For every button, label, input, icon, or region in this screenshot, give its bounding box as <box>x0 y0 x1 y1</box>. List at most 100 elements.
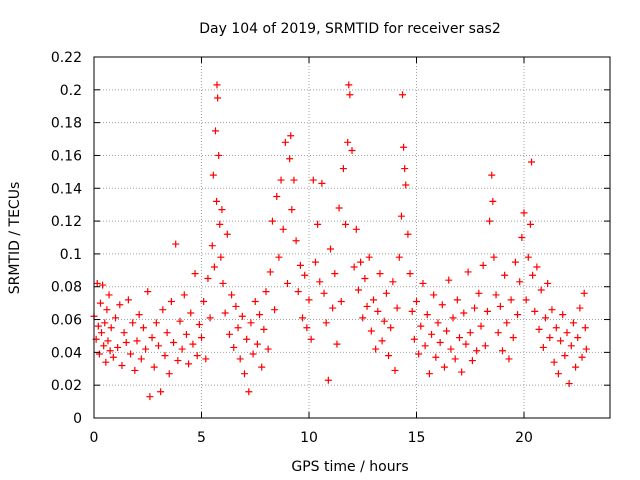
data-point <box>489 197 497 205</box>
data-point <box>279 225 287 233</box>
data-point <box>208 242 216 250</box>
data-point <box>395 253 403 261</box>
data-point <box>112 314 119 322</box>
data-point <box>458 368 466 376</box>
data-point <box>258 363 266 371</box>
data-point <box>473 347 481 355</box>
data-point <box>139 324 147 332</box>
data-point <box>124 296 132 304</box>
data-point <box>361 275 369 283</box>
data-point <box>385 352 393 360</box>
data-point <box>578 353 586 361</box>
x-tick-label: 10 <box>300 430 318 446</box>
data-point <box>236 355 244 363</box>
data-point <box>402 181 410 189</box>
data-point <box>370 296 377 304</box>
data-point <box>528 158 536 166</box>
data-point <box>354 286 362 294</box>
data-point <box>152 319 160 327</box>
data-point <box>241 370 248 378</box>
data-point <box>142 345 150 353</box>
data-point <box>546 334 554 342</box>
data-point <box>408 307 416 315</box>
data-point <box>234 324 242 332</box>
data-point <box>432 353 440 361</box>
data-point <box>260 325 268 333</box>
data-point <box>99 281 107 289</box>
data-point <box>561 352 569 360</box>
data-point <box>316 278 324 286</box>
data-point <box>309 176 317 184</box>
x-tick-label: 15 <box>408 430 426 446</box>
data-point <box>281 138 289 146</box>
data-point <box>413 297 420 305</box>
data-point <box>284 279 291 287</box>
data-point <box>486 217 494 225</box>
x-axis-label: GPS time / hours <box>291 459 408 475</box>
data-point <box>262 288 270 296</box>
data-point <box>344 138 352 146</box>
data-point <box>488 171 496 179</box>
data-point <box>399 91 407 99</box>
data-point <box>225 330 233 338</box>
data-point <box>401 165 409 173</box>
data-point <box>93 279 101 287</box>
data-point <box>490 253 498 261</box>
data-point <box>228 291 236 299</box>
data-point <box>569 319 577 327</box>
data-point <box>348 147 356 155</box>
data-point <box>165 370 173 378</box>
data-point <box>101 319 109 327</box>
grid-layer <box>94 57 610 418</box>
y-tick-label: 0.16 <box>51 148 82 164</box>
data-point <box>290 176 298 184</box>
data-point <box>524 253 532 261</box>
data-point <box>187 309 195 317</box>
data-point <box>266 268 274 276</box>
data-point <box>114 343 122 351</box>
data-point <box>572 363 580 371</box>
data-point <box>243 335 251 343</box>
data-point <box>387 324 395 332</box>
data-point <box>211 127 219 135</box>
data-point <box>131 366 139 374</box>
data-point <box>214 94 222 102</box>
data-point <box>423 311 431 319</box>
data-point <box>363 302 371 310</box>
data-point <box>468 357 476 365</box>
data-point <box>232 302 240 310</box>
data-point <box>218 206 226 214</box>
data-point <box>483 307 491 315</box>
data-point <box>238 312 246 320</box>
data-point <box>471 304 479 312</box>
data-point <box>352 225 360 233</box>
data-point <box>499 347 506 355</box>
data-point <box>582 345 590 353</box>
data-point <box>335 204 343 212</box>
data-point <box>271 306 279 314</box>
data-point <box>531 307 539 315</box>
data-point <box>365 253 373 261</box>
data-point <box>520 209 528 217</box>
y-tick-label: 0.12 <box>51 214 82 230</box>
data-point <box>221 309 229 317</box>
data-point <box>185 360 193 368</box>
data-point <box>507 296 515 304</box>
data-point <box>400 143 408 151</box>
data-point <box>105 291 113 299</box>
data-point <box>159 306 167 314</box>
data-point <box>563 329 571 337</box>
data-point <box>380 317 388 325</box>
data-point <box>329 304 337 312</box>
data-point <box>511 258 519 266</box>
y-tick-label: 0.02 <box>51 378 82 394</box>
data-point <box>174 357 182 365</box>
y-tick-label: 0 <box>73 411 82 427</box>
plot-frame <box>93 56 611 419</box>
data-point <box>287 132 295 140</box>
data-point <box>137 355 145 363</box>
data-point <box>135 311 143 319</box>
data-point <box>505 355 513 363</box>
data-point <box>157 388 165 396</box>
data-point <box>397 212 405 220</box>
